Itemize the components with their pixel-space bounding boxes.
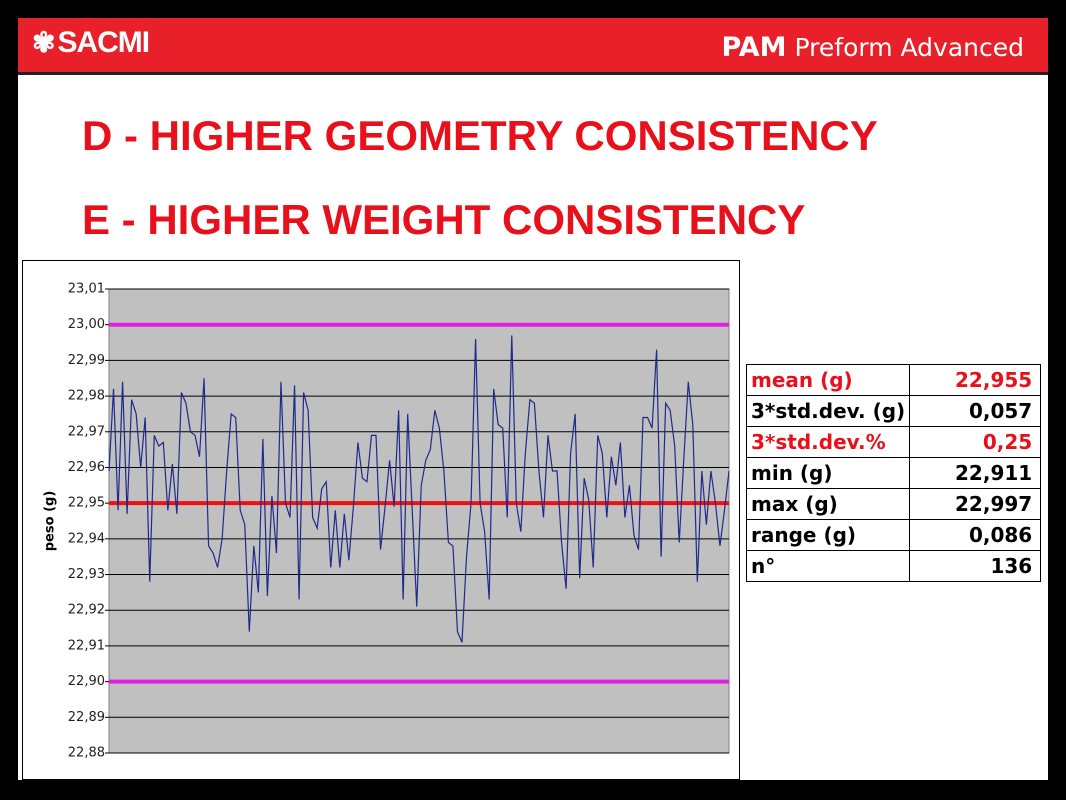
y-tick-label: 22,91 <box>68 638 105 653</box>
stat-value: 22,997 <box>909 488 1042 520</box>
table-row: range (g) 0,086 <box>745 519 1042 551</box>
y-tick-label: 22,96 <box>68 460 105 475</box>
y-tick-label: 22,89 <box>68 710 105 725</box>
y-tick-label: 23,00 <box>68 317 105 332</box>
table-row: n° 136 <box>745 550 1042 582</box>
stat-label: min (g) <box>745 457 911 489</box>
y-tick-label: 22,92 <box>68 603 105 618</box>
table-row: mean (g) 22,955 <box>745 364 1042 396</box>
y-tick-label: 22,97 <box>68 424 105 439</box>
y-tick-label: 22,88 <box>68 746 105 761</box>
chart-box: 22,88 22,89 22,90 22,91 22,92 22,93 22,94 22,95… <box>22 260 740 780</box>
stat-value: 22,911 <box>909 457 1042 489</box>
stat-label: range (g) <box>745 519 911 551</box>
stat-label: mean (g) <box>745 364 911 396</box>
stat-label: 3*std.dev.% <box>745 426 911 458</box>
stat-value: 0,086 <box>909 519 1042 551</box>
table-row: 3*std.dev.% 0,25 <box>745 426 1042 458</box>
heading: E - HIGHER WEIGHT CONSISTENCY <box>82 196 806 243</box>
stat-value: 136 <box>909 550 1042 582</box>
slide: ✾ SACMI PAM Preform Advanced D - HIGHER GE… <box>18 18 1048 780</box>
product-subtitle: Preform Advanced <box>794 33 1024 62</box>
logo-text: SACMI <box>57 26 150 59</box>
stats-table: mean (g) 22,955 3*std.dev. (g) 0,057 3*std.d… <box>745 364 1042 582</box>
product: PAM Preform Advanced <box>721 32 1024 63</box>
stat-label: max (g) <box>745 488 911 520</box>
table-row: max (g) 22,997 <box>745 488 1042 520</box>
heading: D - HIGHER GEOMETRY CONSISTENCY <box>82 112 878 159</box>
y-tick-label: 22,98 <box>68 389 105 404</box>
y-label-clip: peso (g) <box>43 491 58 552</box>
plot-area <box>108 288 730 754</box>
y-tick-label: 22,99 <box>68 353 105 368</box>
y-tick-label: 22,95 <box>68 496 105 511</box>
y-tick-label: 22,90 <box>68 674 105 689</box>
y-tick-label: 22,93 <box>68 567 105 582</box>
stat-label: 3*std.dev. (g) <box>745 395 911 427</box>
y-axis-label: peso (g) <box>43 491 58 552</box>
y-tick-label: 23,01 <box>68 282 105 297</box>
product-name: PAM <box>721 32 787 63</box>
stat-value: 0,25 <box>909 426 1042 458</box>
chart: 22,88 22,89 22,90 22,91 22,92 22,93 22,94 22,95… <box>43 282 730 761</box>
header-bar: ✾ SACMI PAM Preform Advanced <box>18 18 1048 75</box>
y-tick-label: 22,94 <box>68 531 105 546</box>
table-row: 3*std.dev. (g) 0,057 <box>745 395 1042 427</box>
stat-value: 0,057 <box>909 395 1042 427</box>
logo: ✾ SACMI <box>32 26 150 59</box>
stat-value: 22,955 <box>909 364 1042 396</box>
data-line <box>108 335 730 643</box>
stat-label: n° <box>745 550 911 582</box>
table-row: min (g) 22,911 <box>745 457 1042 489</box>
